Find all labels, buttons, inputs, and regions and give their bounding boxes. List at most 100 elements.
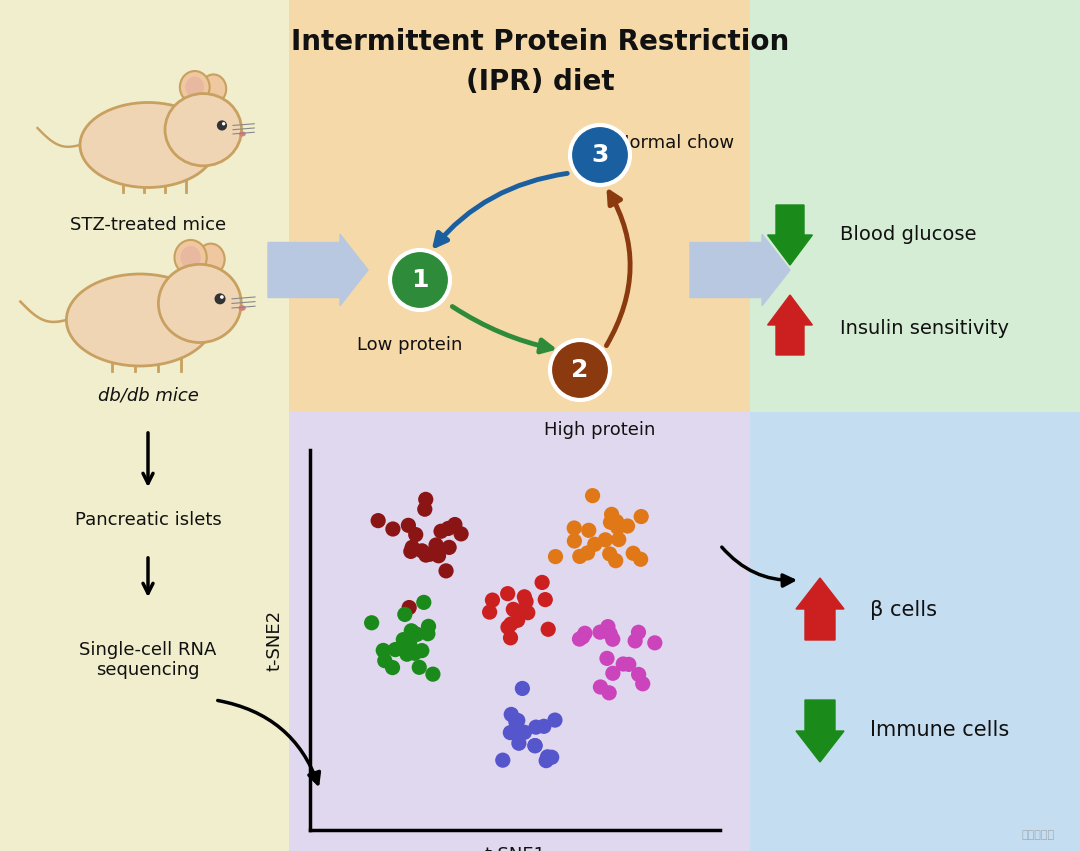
Point — [384, 523, 402, 536]
Point — [414, 644, 431, 658]
Point — [539, 750, 556, 763]
Point — [375, 643, 392, 657]
FancyArrow shape — [268, 234, 368, 306]
Point — [404, 540, 421, 554]
Point — [514, 682, 531, 695]
Point — [630, 668, 647, 682]
Text: STZ-treated mice: STZ-treated mice — [70, 216, 226, 234]
Point — [504, 603, 522, 616]
Point — [608, 515, 625, 528]
Ellipse shape — [175, 240, 206, 275]
Point — [408, 627, 426, 641]
Text: Pancreatic islets: Pancreatic islets — [75, 511, 221, 529]
Point — [407, 528, 424, 541]
Point — [615, 657, 632, 671]
Ellipse shape — [159, 265, 241, 343]
Point — [417, 493, 434, 506]
Point — [599, 620, 617, 633]
Circle shape — [222, 122, 226, 125]
Point — [580, 523, 597, 537]
Point — [509, 614, 526, 627]
Text: 2: 2 — [571, 358, 589, 382]
Text: 1: 1 — [411, 268, 429, 292]
FancyArrowPatch shape — [606, 192, 630, 346]
Point — [406, 647, 423, 660]
Point — [516, 603, 534, 616]
Point — [484, 593, 501, 607]
Point — [634, 677, 651, 691]
Point — [481, 605, 498, 619]
Point — [453, 527, 470, 540]
Point — [517, 595, 535, 608]
FancyArrow shape — [690, 234, 789, 306]
Point — [440, 522, 457, 535]
Text: (IPR) diet: (IPR) diet — [465, 68, 615, 96]
Point — [499, 620, 516, 634]
Point — [404, 625, 421, 638]
Point — [526, 739, 543, 752]
Text: t-SNE2: t-SNE2 — [266, 609, 284, 671]
Point — [577, 626, 594, 640]
Text: 仪器信息网: 仪器信息网 — [1022, 830, 1055, 840]
Point — [571, 550, 589, 563]
Circle shape — [220, 295, 224, 299]
Point — [502, 726, 519, 740]
Point — [387, 643, 404, 656]
Text: Immune cells: Immune cells — [870, 720, 1009, 740]
Point — [610, 533, 627, 546]
Point — [399, 645, 416, 659]
Point — [626, 634, 644, 648]
Ellipse shape — [180, 246, 201, 269]
Point — [383, 660, 401, 674]
Text: t-SNE1: t-SNE1 — [485, 846, 545, 851]
Point — [602, 627, 619, 641]
Point — [441, 540, 458, 554]
Point — [432, 524, 449, 538]
Point — [575, 630, 592, 643]
Point — [403, 624, 420, 637]
Bar — [0, 0, 289, 412]
Point — [510, 736, 527, 750]
Point — [499, 587, 516, 601]
FancyArrow shape — [768, 295, 812, 355]
Point — [566, 534, 583, 548]
Point — [536, 719, 553, 733]
Circle shape — [215, 294, 226, 305]
Circle shape — [550, 340, 610, 400]
Point — [363, 616, 380, 630]
Point — [511, 723, 528, 737]
Point — [502, 631, 519, 645]
Point — [537, 593, 554, 607]
Point — [540, 622, 557, 636]
Circle shape — [217, 120, 227, 130]
Text: 3: 3 — [592, 143, 609, 167]
Ellipse shape — [66, 274, 214, 366]
Point — [620, 658, 637, 671]
Point — [414, 544, 431, 557]
Point — [376, 654, 393, 667]
Point — [619, 519, 636, 533]
Text: Single-cell RNA
sequencing: Single-cell RNA sequencing — [79, 641, 217, 679]
Point — [602, 547, 619, 561]
Point — [508, 715, 525, 728]
Point — [566, 521, 583, 534]
Point — [534, 575, 551, 589]
Point — [508, 726, 525, 740]
Text: Low protein: Low protein — [357, 336, 462, 354]
Point — [633, 510, 650, 523]
Text: High protein: High protein — [544, 421, 656, 439]
Point — [609, 521, 626, 534]
Point — [369, 514, 387, 528]
Point — [419, 627, 436, 641]
Text: Insulin sensitivity: Insulin sensitivity — [840, 318, 1009, 338]
Point — [509, 714, 526, 728]
Point — [430, 549, 447, 563]
Point — [401, 637, 418, 651]
Ellipse shape — [165, 94, 242, 166]
Point — [446, 517, 463, 531]
Point — [597, 533, 615, 546]
Bar — [750, 0, 1080, 412]
Point — [402, 545, 419, 558]
Point — [586, 538, 604, 551]
FancyArrow shape — [768, 205, 812, 265]
